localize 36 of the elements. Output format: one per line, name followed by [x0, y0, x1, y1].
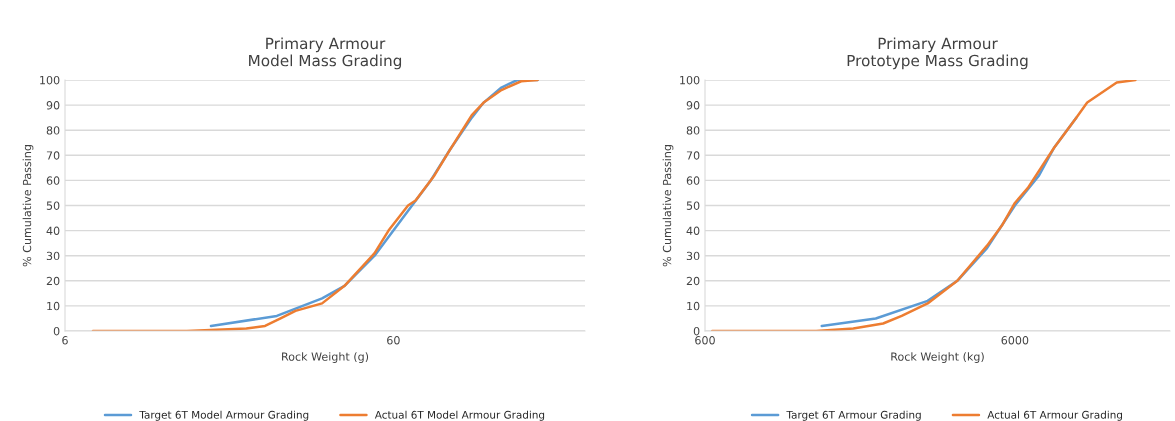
x-tick-label: 6 — [62, 336, 68, 345]
y-tick-label: 20 — [686, 276, 700, 286]
chart-title: Primary Armour Model Mass Grading — [249, 37, 402, 70]
x-axis-title: Rock Weight (kg) — [891, 352, 984, 363]
y-axis-title: % Cumulative Passing — [22, 145, 34, 267]
y-tick-label: 80 — [46, 126, 60, 135]
y-tick-label: 20 — [46, 276, 60, 286]
y-tick-label: 90 — [46, 101, 60, 110]
y-tick-label: 0 — [693, 326, 700, 336]
y-tick-label: 0 — [53, 326, 60, 336]
y-tick-label: 30 — [686, 251, 700, 261]
y-tick-label: 80 — [686, 126, 700, 135]
y-tick-label: 90 — [686, 101, 700, 110]
y-tick-label: 30 — [46, 251, 60, 261]
legend-label: Actual 6T Armour Grading — [987, 410, 1122, 421]
y-tick-label: 60 — [686, 176, 700, 185]
legend-label: Actual 6T Model Armour Grading — [374, 410, 545, 421]
y-tick-label: 10 — [47, 301, 60, 311]
x-axis-title: Rock Weight (g) — [282, 352, 369, 363]
y-tick-label: 40 — [686, 226, 700, 235]
y-tick-label: 100 — [680, 75, 700, 85]
legend-label: Target 6T Model Armour Grading — [139, 410, 309, 421]
y-tick-label: 50 — [686, 201, 700, 210]
y-tick-label: 60 — [46, 176, 60, 185]
x-tick-label: 6000 — [1001, 336, 1029, 345]
y-axis-title: % Cumulative Passing — [662, 145, 674, 267]
legend-label: Target 6T Armour Grading — [786, 410, 921, 421]
x-tick-label: 60 — [387, 336, 400, 345]
y-tick-label: 70 — [46, 151, 60, 160]
chart-title: Primary Armour Prototype Mass Grading — [847, 37, 1028, 70]
y-tick-label: 40 — [46, 226, 60, 235]
y-tick-label: 70 — [686, 151, 700, 160]
y-tick-label: 100 — [40, 75, 60, 85]
x-tick-label: 600 — [695, 336, 715, 345]
y-tick-label: 10 — [687, 301, 700, 311]
y-tick-label: 50 — [46, 201, 60, 210]
